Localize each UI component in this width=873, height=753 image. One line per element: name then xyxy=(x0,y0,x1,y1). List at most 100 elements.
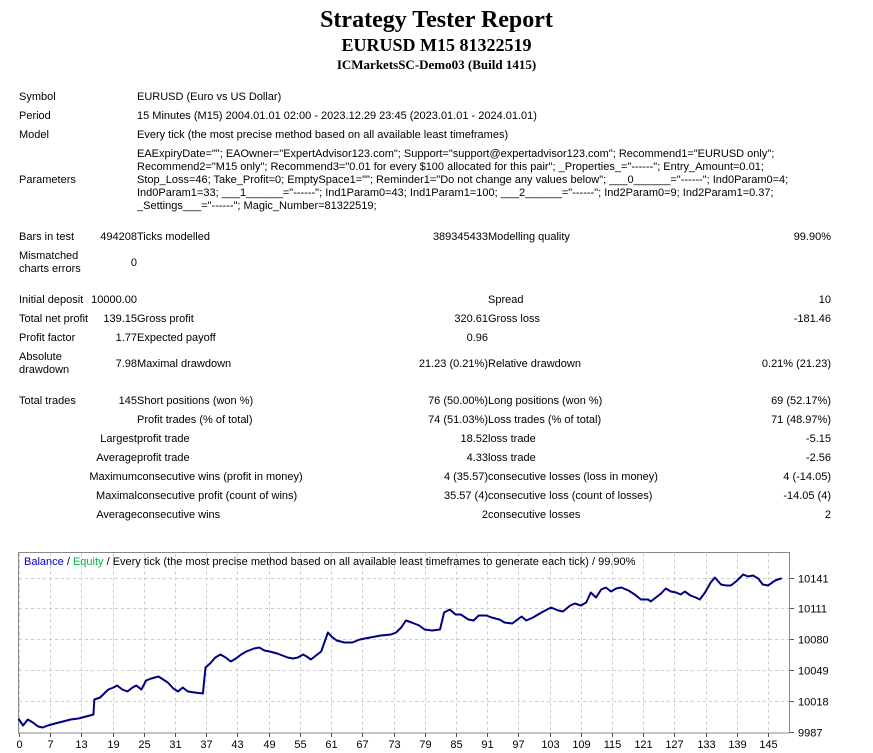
stats-label-cell xyxy=(488,329,705,348)
stats-label-cell xyxy=(19,449,89,468)
stats-row: Model Every tick (the most precise method… xyxy=(19,126,831,145)
stats-value-cell: 139.15 xyxy=(103,313,137,325)
x-axis-label: 109 xyxy=(572,739,590,751)
stats-value-cell: 71 (48.97%) xyxy=(771,414,831,426)
stats-label-cell: Short positions (won %) xyxy=(137,395,254,407)
chart-legend: Balance / Equity / Every tick (the most … xyxy=(24,556,635,568)
stats-label-cell: Maximal drawdown xyxy=(137,357,232,370)
stats-label-cell: Gross profit xyxy=(137,313,194,325)
stats-label-cell: loss trade xyxy=(488,452,536,464)
stats-label-cell: Symbol xyxy=(19,91,56,103)
balance-chart: Balance / Equity / Every tick (the most … xyxy=(0,552,873,753)
stats-label-cell: profit trade xyxy=(137,452,190,464)
stats-value-cell: 4 (35.57) xyxy=(443,471,488,483)
stats-spacer-row xyxy=(19,380,831,392)
stats-value-cell: 0 xyxy=(130,256,137,269)
x-axis-label: 25 xyxy=(138,739,150,751)
stats-label-cell: profit trade xyxy=(137,433,190,445)
stats-label-cell: Period xyxy=(19,110,51,122)
stats-value-cell: 74 (51.03%) xyxy=(428,414,488,426)
stats-value-cell: 0.21% (21.23) xyxy=(761,357,831,370)
stats-label-cell: Spread xyxy=(488,294,524,306)
stats-row: Total net profit 139.15 Gross profit 320.61… xyxy=(19,310,831,329)
x-axis-label: 61 xyxy=(325,739,337,751)
stats-empty-cell xyxy=(89,145,137,216)
stats-label-cell: consecutive losses (loss in money) xyxy=(488,471,658,483)
stats-value-cell: 145 xyxy=(118,395,137,407)
stats-table: Symbol EURUSD (Euro vs US Dollar) Period 15… xyxy=(19,88,831,525)
stats-value-cell: 15 Minutes (M15) 2004.01.01 02:00 - 2023… xyxy=(137,110,537,122)
stats-label-cell xyxy=(19,430,89,449)
stats-empty-cell xyxy=(89,126,137,145)
x-axis-label: 85 xyxy=(450,739,462,751)
stats-value-cell: -181.46 xyxy=(793,313,831,325)
stats-spacer-cell xyxy=(19,216,831,228)
stats-row: Symbol EURUSD (Euro vs US Dollar) xyxy=(19,88,831,107)
stats-value-cell: 320.61 xyxy=(454,313,488,325)
stats-spacer-row xyxy=(19,279,831,291)
x-axis-label: 97 xyxy=(512,739,524,751)
stats-label-cell: Absolute drawdown xyxy=(19,351,70,376)
x-axis-label: 79 xyxy=(419,739,431,751)
stats-value-cell: 10000.00 xyxy=(91,294,137,306)
stats-value-cell: 35.57 (4) xyxy=(443,490,488,502)
x-axis-label: 43 xyxy=(231,739,243,751)
stats-label-cell: Bars in test xyxy=(19,231,75,243)
stats-value-cell: Maximal xyxy=(96,490,137,502)
stats-label-cell: consecutive losses xyxy=(488,509,581,521)
stats-value-cell: 494208 xyxy=(100,231,137,243)
x-axis-label: 19 xyxy=(107,739,119,751)
stats-label-cell: Total net profit xyxy=(19,313,89,325)
x-axis-label: 91 xyxy=(481,739,493,751)
x-axis-label: 13 xyxy=(75,739,87,751)
stats-value-cell: 18.52 xyxy=(460,433,488,445)
x-axis-label: 139 xyxy=(728,739,746,751)
stats-label-cell: loss trade xyxy=(488,433,536,445)
stats-value-cell: EURUSD (Euro vs US Dollar) xyxy=(137,91,282,103)
stats-value-cell: 2 xyxy=(824,509,831,521)
stats-label-cell: Modelling quality xyxy=(488,231,570,243)
legend-balance-label: Balance xyxy=(24,556,64,568)
stats-row: Total trades 145 Short positions (won %) 76… xyxy=(19,392,831,411)
chart-border xyxy=(18,552,790,734)
legend-model-description: Every tick (the most precise method base… xyxy=(112,556,636,568)
stats-label-cell: Mismatched charts errors xyxy=(19,250,81,275)
stats-label-cell: Parameters xyxy=(19,174,76,186)
stats-value-cell: -5.15 xyxy=(805,433,831,445)
stats-row: Maximum consecutive wins (profit in money… xyxy=(19,468,831,487)
stats-spacer-cell xyxy=(19,380,831,392)
stats-value-cell: Maximum xyxy=(89,471,137,483)
stats-label-cell: Total trades xyxy=(19,395,76,407)
stats-value-cell: Average xyxy=(96,452,137,464)
stats-label-cell: consecutive loss (count of losses) xyxy=(488,490,653,502)
balance-chart-svg: 10141 10111 10080 10049 10018 9987 0 7 13 19 25 31 3… xyxy=(16,552,829,751)
stats-value-cell: Average xyxy=(96,509,137,521)
stats-value-cell: Largest xyxy=(100,433,137,445)
stats-row: Mismatched charts errors 0 xyxy=(19,247,831,279)
report-title: Strategy Tester Report xyxy=(320,7,553,33)
stats-value-cell: EAExpiryDate=""; EAOwner="ExpertAdvisor1… xyxy=(137,148,789,212)
stats-label-cell: consecutive wins xyxy=(137,509,221,521)
stats-value-cell: 1.77 xyxy=(115,332,137,344)
x-axis-label: 55 xyxy=(294,739,306,751)
stats-value-cell: 389345433 xyxy=(432,231,488,243)
stats-label-cell: Ticks modelled xyxy=(137,231,210,243)
stats-spacer-row xyxy=(19,216,831,228)
stats-value-cell: 69 (52.17%) xyxy=(771,395,831,407)
y-axis-label: 10111 xyxy=(798,604,827,616)
stats-label-cell xyxy=(488,247,705,279)
x-axis-label: 31 xyxy=(169,739,181,751)
stats-label-cell: consecutive wins (profit in money) xyxy=(137,471,303,483)
x-axis-label: 145 xyxy=(759,739,777,751)
stats-spacer-cell xyxy=(19,279,831,291)
x-axis-label: 7 xyxy=(47,739,53,751)
stats-value-cell xyxy=(354,291,488,310)
y-axis-label: 10049 xyxy=(798,666,829,678)
report-header: Strategy Tester Report EURUSD M15 813225… xyxy=(0,0,873,74)
stats-value-cell: -14.05 (4) xyxy=(783,490,831,502)
stats-label-cell xyxy=(19,411,89,430)
stats-value-cell: 76 (50.00%) xyxy=(428,395,488,407)
stats-value-cell: 7.98 xyxy=(115,357,137,370)
stats-row: Profit trades (% of total) 74 (51.03%) Los… xyxy=(19,411,831,430)
